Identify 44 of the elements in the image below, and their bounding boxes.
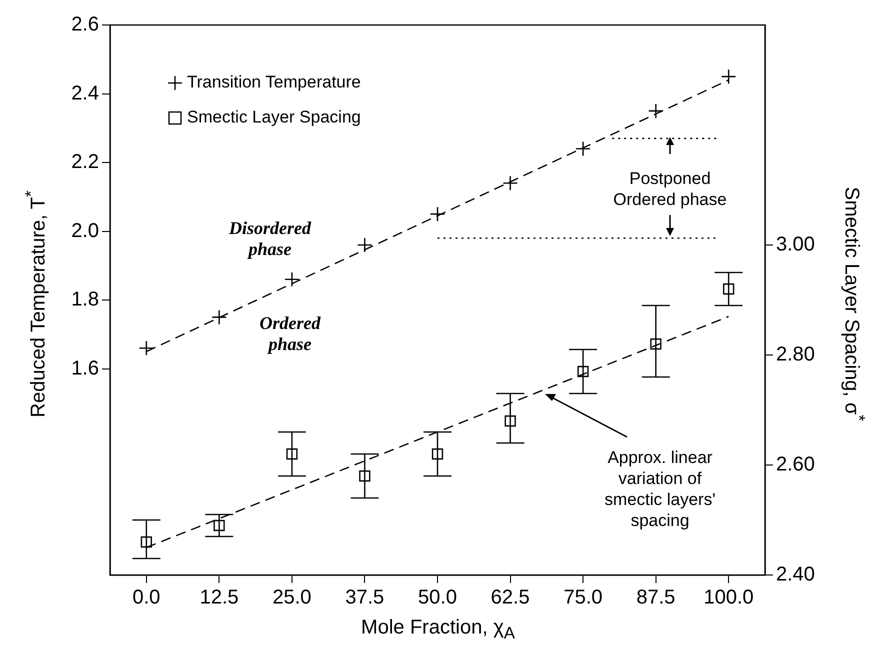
point <box>648 103 664 119</box>
y2-tick-label: 2.40 <box>776 564 815 586</box>
y-tick-label: 2.4 <box>71 82 99 104</box>
x-tick-label: 100.0 <box>704 586 754 609</box>
point <box>214 520 225 532</box>
annotation: Approx. linear variation of smectic layers' spacing <box>604 448 716 530</box>
x-tick-label: 75.0 <box>564 586 603 609</box>
x-axis-title: Mole Fraction, χ$_{A}$ <box>361 616 515 644</box>
x-tick-label: 25.0 <box>272 586 312 609</box>
y-tick-label: 2.6 <box>71 14 99 36</box>
y2-tick-label: 2.80 <box>776 344 815 366</box>
annotation: Postponed Ordered phase <box>613 169 727 210</box>
annotation: Ordered phase <box>260 313 322 354</box>
point <box>212 310 227 325</box>
y-tick-label: 1.6 <box>71 357 99 380</box>
x-tick-label: 50.0 <box>418 586 457 609</box>
point <box>577 366 589 378</box>
x-tick-label: 0.0 <box>132 586 160 609</box>
x-tick-label: 62.5 <box>490 586 530 609</box>
legend-label: Transition Temperature <box>187 72 361 92</box>
point <box>286 448 298 460</box>
annotation: Disordered phase <box>228 218 312 260</box>
y-tick-label: 2.0 <box>71 220 99 242</box>
y2-tick-label: 3.00 <box>776 234 815 256</box>
point <box>140 536 152 548</box>
y2-tick-label: 2.60 <box>776 454 815 476</box>
y-tick-label: 1.8 <box>71 288 99 311</box>
point <box>359 470 370 482</box>
point <box>504 415 516 427</box>
point <box>723 283 734 295</box>
legend-label: Smectic Layer Spacing <box>187 108 361 127</box>
point <box>138 340 154 356</box>
x-tick-label: 87.5 <box>636 586 676 609</box>
y-tick-label: 2.2 <box>71 151 99 174</box>
x-tick-label: 37.5 <box>345 586 384 609</box>
point <box>284 272 300 288</box>
point <box>432 448 444 460</box>
point <box>502 175 518 191</box>
point <box>650 338 662 350</box>
x-tick-label: 12.5 <box>200 586 239 609</box>
point <box>430 206 446 222</box>
point <box>720 68 736 84</box>
point <box>575 141 591 156</box>
point <box>357 237 372 253</box>
